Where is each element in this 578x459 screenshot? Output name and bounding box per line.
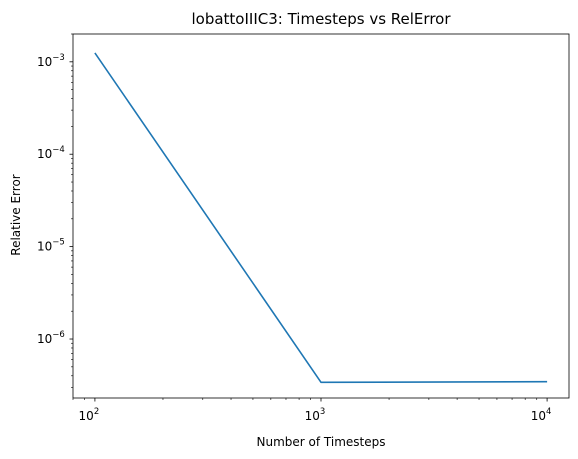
y-tick-label: 10−6 xyxy=(37,330,65,346)
x-tick-label: 104 xyxy=(531,407,552,423)
y-tick-label: 10−3 xyxy=(37,53,65,69)
plot-area: 102 103 104 10−6 10−5 10−4 10−3 xyxy=(37,33,570,423)
series-line xyxy=(94,52,548,384)
y-tick-label: 10−5 xyxy=(37,238,65,254)
x-axis-label: Number of Timesteps xyxy=(257,435,386,449)
y-axis-label: Relative Error xyxy=(9,174,23,256)
x-tick-label: 102 xyxy=(79,407,100,423)
y-tick-label: 10−4 xyxy=(37,145,65,161)
x-tick-label: 103 xyxy=(305,407,326,423)
chart-title: lobattoIIIC3: Timesteps vs RelError xyxy=(191,10,451,28)
